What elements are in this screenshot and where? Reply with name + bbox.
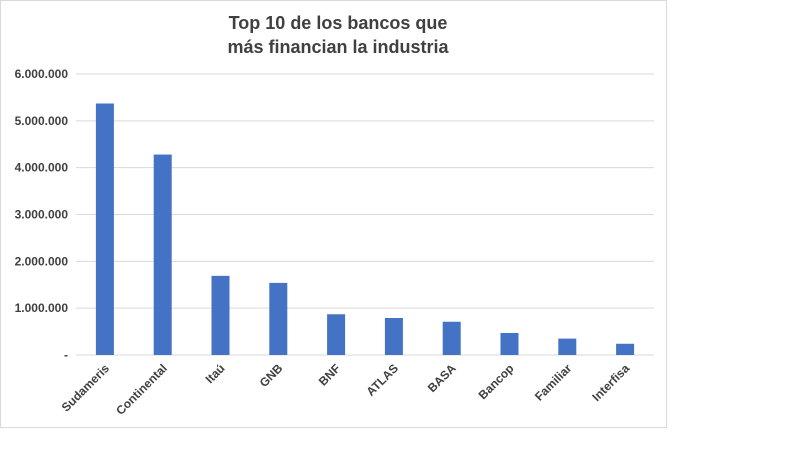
bar-bancop (500, 332, 519, 355)
y-tick-label: - (64, 348, 68, 362)
x-tick-label: GNB (257, 361, 286, 390)
gridlines (76, 73, 654, 356)
bar-atlas (384, 318, 403, 355)
bar-familiar (558, 338, 577, 355)
bars (95, 103, 635, 355)
x-axis-ticks: Sudameris Continental Itaú GNB BNF ATLAS BASA B… (59, 361, 633, 418)
y-tick-label: 6.000.000 (15, 67, 69, 81)
chart-frame: Top 10 de los bancos que más financian l… (0, 0, 667, 428)
y-tick-label: 1.000.000 (15, 301, 69, 315)
y-tick-label: 3.000.000 (15, 208, 69, 222)
chart-title-line-1: Top 10 de los bancos que (229, 13, 448, 33)
x-tick-label: Interfisa (589, 361, 632, 404)
bar-gnb (269, 282, 288, 355)
x-tick-label: BNF (316, 361, 343, 388)
x-tick-label: BASA (425, 361, 459, 395)
x-tick-label: Continental (113, 361, 170, 418)
bar-ita- (211, 275, 230, 355)
bar-sudameris (95, 103, 114, 355)
bar-basa (442, 321, 461, 355)
x-tick-label: Sudameris (59, 361, 113, 415)
bar-bnf (327, 314, 346, 355)
x-tick-label: Familiar (532, 361, 575, 404)
y-tick-label: 5.000.000 (15, 114, 69, 128)
bar-continental (153, 154, 172, 355)
bar-interfisa (616, 343, 635, 355)
x-tick-label: ATLAS (363, 361, 401, 399)
y-tick-label: 4.000.000 (15, 161, 69, 175)
y-axis-ticks: - 1.000.000 2.000.000 3.000.000 4.000.000 5.0… (15, 67, 69, 362)
chart-title-line-2: más financian la industria (227, 37, 449, 57)
y-tick-label: 2.000.000 (15, 254, 69, 268)
bar-chart: Top 10 de los bancos que más financian l… (15, 13, 654, 418)
x-tick-label: Bancop (476, 361, 517, 402)
x-tick-label: Itaú (203, 361, 228, 386)
